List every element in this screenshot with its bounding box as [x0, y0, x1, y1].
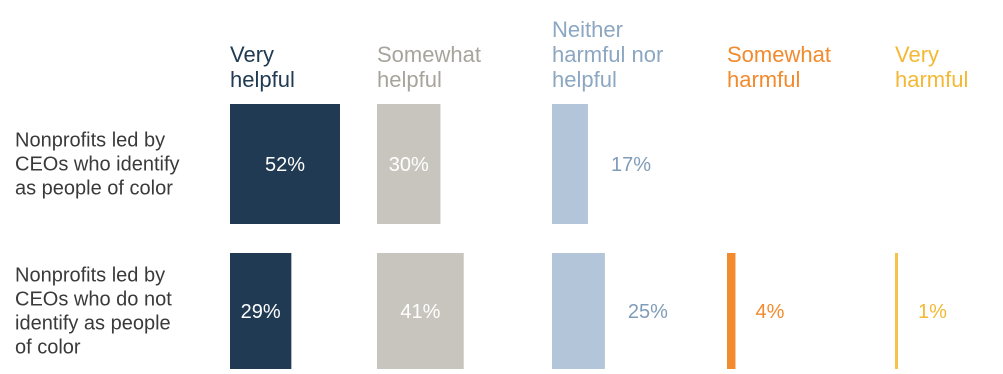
bar-4-row-1 — [895, 253, 898, 369]
legend-header-3-line-0: Somewhat — [727, 42, 831, 67]
row-label-1-line-2: identify as people — [15, 313, 171, 335]
data-label-0-row-1: 29% — [241, 301, 281, 323]
data-label-0-row-0: 52% — [265, 154, 305, 176]
data-label-1-row-1: 41% — [400, 301, 440, 323]
row-label-1-line-1: CEOs who do not — [15, 289, 172, 311]
legend-header-4-line-1: harmful — [895, 67, 968, 92]
row-label-0-line-2: as people of color — [15, 178, 173, 200]
bar-2-row-0 — [552, 104, 588, 224]
legend-header-0-line-1: helpful — [230, 67, 295, 92]
legend-header-3-line-1: harmful — [727, 67, 800, 92]
legend-header-2-line-1: harmful nor — [552, 42, 663, 67]
legend-header-4-line-0: Very — [895, 42, 939, 67]
bar-2-row-1 — [552, 253, 605, 369]
legend-header-1-line-0: Somewhat — [377, 42, 481, 67]
legend-header-1-line-1: helpful — [377, 67, 442, 92]
bar-0-row-0 — [230, 104, 340, 224]
data-label-2-row-1: 25% — [628, 301, 668, 323]
data-label-3-row-1: 4% — [755, 301, 784, 323]
data-label-4-row-1: 1% — [918, 301, 947, 323]
row-label-1-line-3: of color — [15, 337, 81, 359]
row-label-0-line-1: CEOs who identify — [15, 154, 180, 176]
bar-0-row-1 — [230, 253, 292, 369]
bar-3-row-1 — [727, 253, 736, 369]
row-label-1-line-0: Nonprofits led by — [15, 265, 165, 287]
legend-header-2-line-2: helpful — [552, 67, 617, 92]
bar-1-row-1 — [377, 253, 464, 369]
data-label-1-row-0: 30% — [389, 154, 429, 176]
legend-header-2-line-0: Neither — [552, 17, 623, 42]
data-label-2-row-0: 17% — [611, 154, 651, 176]
row-label-0-line-0: Nonprofits led by — [15, 130, 165, 152]
legend-header-0-line-0: Very — [230, 42, 274, 67]
bar-1-row-0 — [377, 104, 441, 224]
